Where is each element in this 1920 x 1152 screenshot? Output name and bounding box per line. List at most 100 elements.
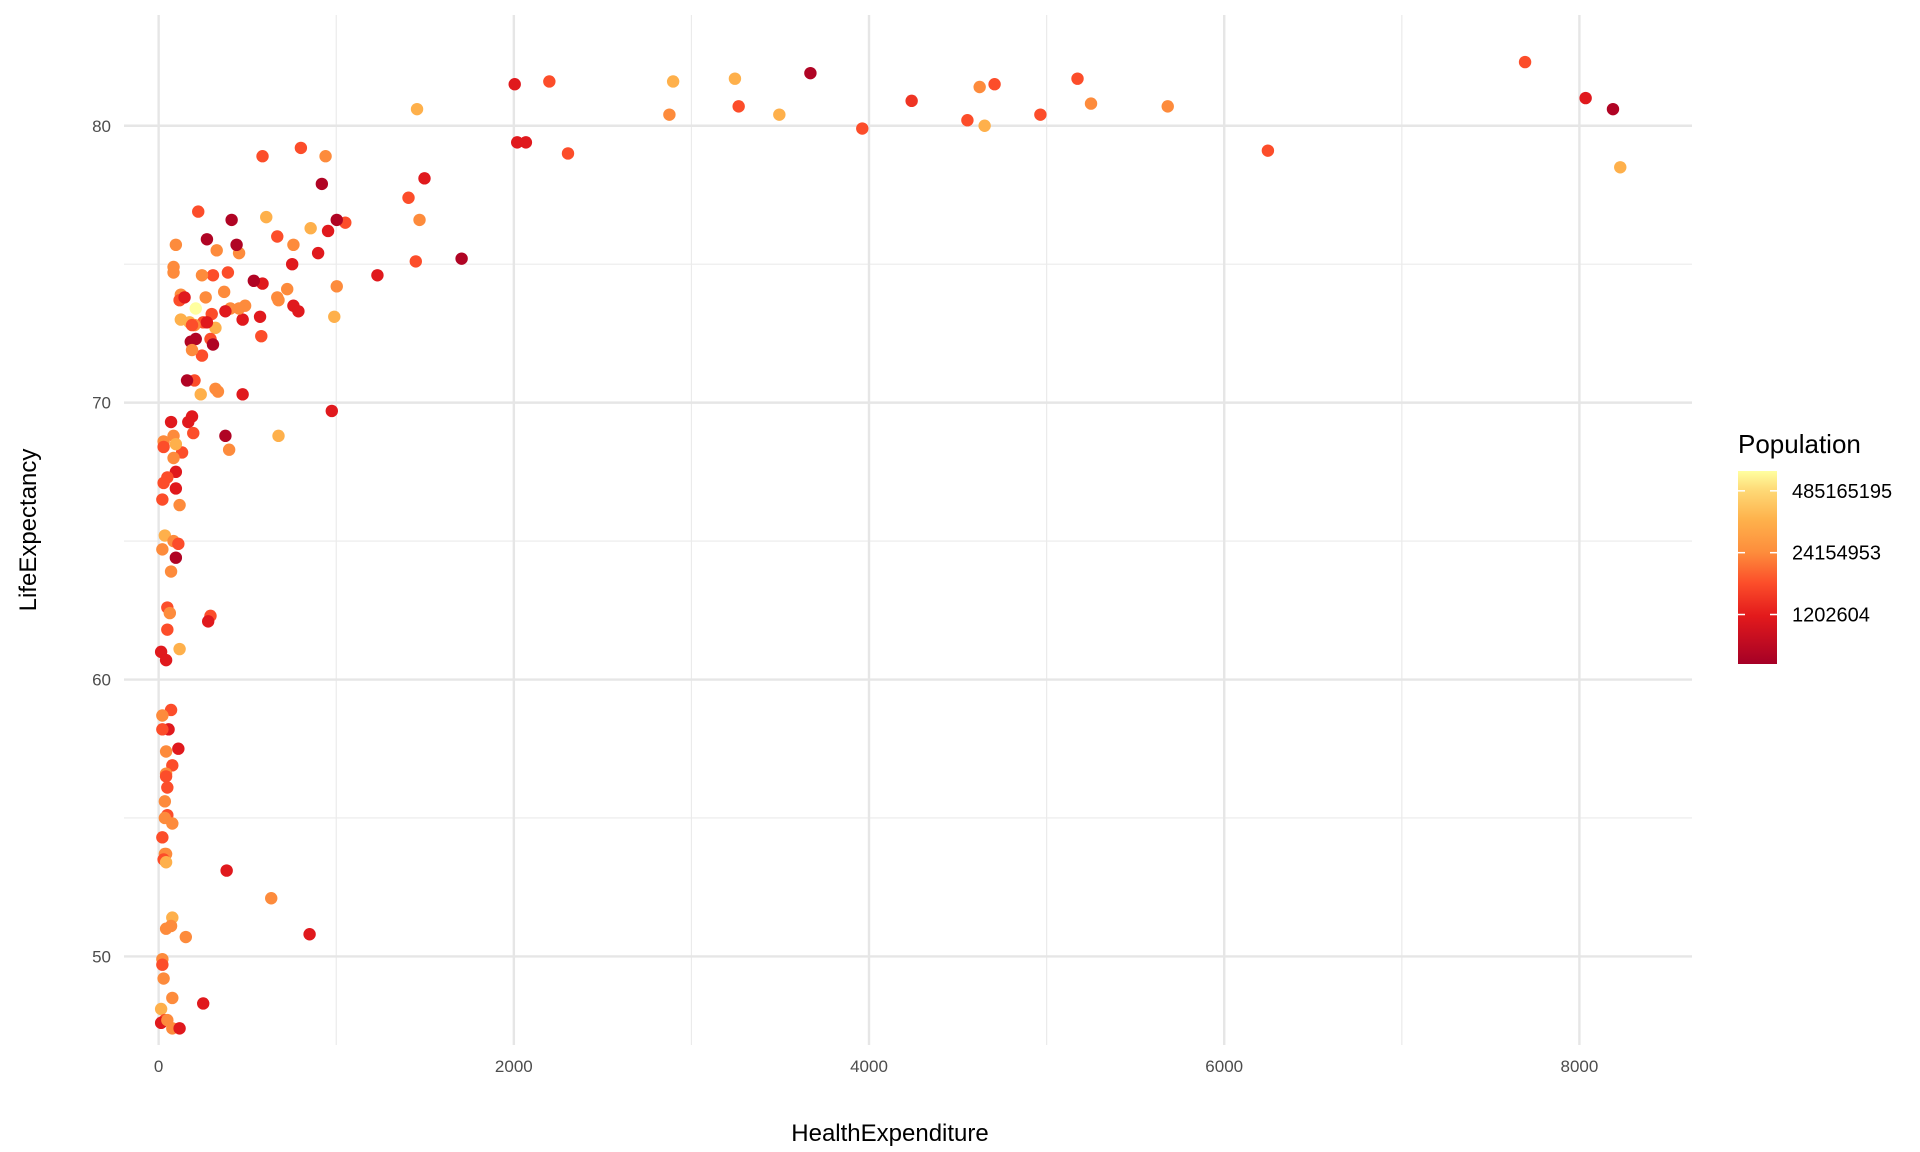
legend: Population 1202604 24154953 485165195 bbox=[1738, 429, 1892, 664]
data-point bbox=[402, 191, 415, 204]
data-point bbox=[166, 817, 179, 830]
data-point bbox=[167, 260, 180, 274]
data-point bbox=[418, 172, 431, 185]
data-point bbox=[281, 282, 294, 296]
y-tick-label: 70 bbox=[92, 394, 111, 413]
data-point bbox=[1579, 91, 1592, 105]
data-point bbox=[172, 537, 185, 551]
data-point bbox=[169, 482, 183, 495]
data-point bbox=[325, 404, 338, 418]
x-axis-title: HealthExpenditure bbox=[791, 1120, 988, 1147]
data-point bbox=[164, 565, 178, 578]
data-point bbox=[187, 426, 200, 440]
data-point bbox=[199, 291, 212, 304]
data-point bbox=[211, 385, 225, 398]
data-point bbox=[158, 795, 172, 808]
data-point bbox=[1261, 144, 1275, 157]
y-tick-label: 50 bbox=[92, 947, 111, 966]
data-point bbox=[1518, 55, 1532, 69]
data-point bbox=[173, 498, 186, 512]
data-point bbox=[961, 114, 974, 127]
grid bbox=[124, 15, 1692, 1045]
data-point bbox=[156, 831, 169, 844]
legend-label: 24154953 bbox=[1792, 543, 1881, 565]
data-point bbox=[178, 291, 191, 304]
data-point bbox=[311, 246, 325, 260]
data-point bbox=[319, 150, 332, 163]
data-point bbox=[180, 374, 194, 387]
data-point bbox=[409, 255, 422, 268]
data-point bbox=[220, 864, 233, 877]
legend-label: 485165195 bbox=[1792, 481, 1892, 503]
data-point bbox=[156, 543, 169, 556]
data-point bbox=[200, 233, 214, 246]
x-tick-label: 2000 bbox=[495, 1057, 533, 1076]
data-point bbox=[159, 922, 173, 935]
data-point bbox=[321, 224, 335, 238]
data-point bbox=[157, 476, 170, 490]
data-point bbox=[519, 136, 533, 149]
data-point bbox=[230, 238, 243, 252]
legend-title: Population bbox=[1738, 429, 1861, 459]
data-point bbox=[169, 238, 183, 252]
y-tick-label: 80 bbox=[92, 117, 111, 136]
data-point bbox=[856, 122, 869, 135]
data-point bbox=[973, 80, 986, 94]
data-point bbox=[978, 119, 991, 132]
data-point bbox=[185, 343, 199, 357]
data-point bbox=[210, 244, 223, 257]
data-point bbox=[247, 274, 261, 288]
data-point bbox=[256, 150, 269, 163]
data-point bbox=[232, 302, 246, 315]
data-point bbox=[163, 606, 177, 620]
data-point bbox=[1034, 108, 1047, 121]
data-point bbox=[905, 94, 918, 108]
data-point bbox=[159, 770, 173, 783]
x-axis-ticks: 0 2000 4000 6000 8000 bbox=[154, 1057, 1598, 1076]
data-point bbox=[185, 318, 199, 332]
data-point bbox=[271, 230, 284, 243]
data-point bbox=[1614, 161, 1627, 174]
data-point bbox=[156, 709, 169, 722]
data-point bbox=[157, 440, 170, 454]
data-point bbox=[561, 147, 575, 160]
data-point bbox=[197, 997, 210, 1010]
data-point bbox=[182, 415, 195, 429]
x-tick-label: 4000 bbox=[850, 1057, 888, 1076]
y-axis-ticks: 50 60 70 80 bbox=[92, 117, 111, 967]
data-point bbox=[161, 623, 174, 636]
data-point bbox=[330, 213, 343, 227]
data-point bbox=[167, 451, 180, 465]
data-point bbox=[773, 108, 786, 121]
data-point bbox=[206, 269, 220, 282]
data-point bbox=[189, 302, 202, 315]
data-point bbox=[192, 205, 205, 218]
data-point bbox=[543, 75, 556, 88]
data-point bbox=[206, 338, 220, 351]
data-point bbox=[219, 305, 232, 318]
data-point bbox=[315, 177, 329, 191]
data-point bbox=[217, 285, 231, 299]
data-point bbox=[169, 551, 183, 564]
data-point bbox=[156, 723, 169, 736]
data-point bbox=[304, 221, 317, 235]
data-point bbox=[221, 266, 235, 279]
data-point bbox=[287, 238, 300, 252]
data-point bbox=[159, 856, 173, 869]
data-point bbox=[988, 78, 1001, 91]
data-point bbox=[166, 991, 179, 1005]
points-layer bbox=[154, 55, 1627, 1035]
data-point bbox=[154, 1002, 168, 1016]
data-point bbox=[728, 72, 742, 85]
legend-ticks: 1202604 24154953 485165195 bbox=[1738, 481, 1892, 627]
data-point bbox=[1084, 97, 1098, 110]
data-point bbox=[410, 102, 424, 116]
data-point bbox=[200, 316, 214, 329]
data-point bbox=[508, 78, 521, 91]
x-tick-label: 0 bbox=[154, 1057, 163, 1076]
data-point bbox=[236, 388, 249, 401]
data-point bbox=[371, 269, 384, 282]
data-point bbox=[294, 141, 308, 155]
data-point bbox=[222, 443, 236, 456]
